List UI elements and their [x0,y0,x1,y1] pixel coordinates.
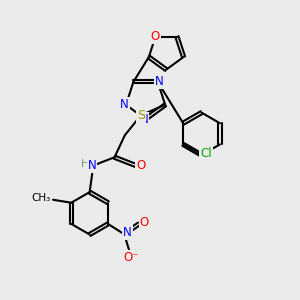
Text: Cl: Cl [200,147,212,160]
Text: N: N [120,98,129,111]
Text: N: N [88,159,96,172]
Text: O: O [140,216,149,229]
Text: N: N [123,226,132,239]
Text: H: H [81,159,89,169]
Text: N: N [140,112,148,126]
Text: CH₃: CH₃ [32,193,51,203]
Text: O⁻: O⁻ [123,251,139,264]
Text: N: N [155,75,164,88]
Text: O: O [136,159,146,172]
Text: O: O [151,30,160,43]
Text: S: S [137,109,145,122]
